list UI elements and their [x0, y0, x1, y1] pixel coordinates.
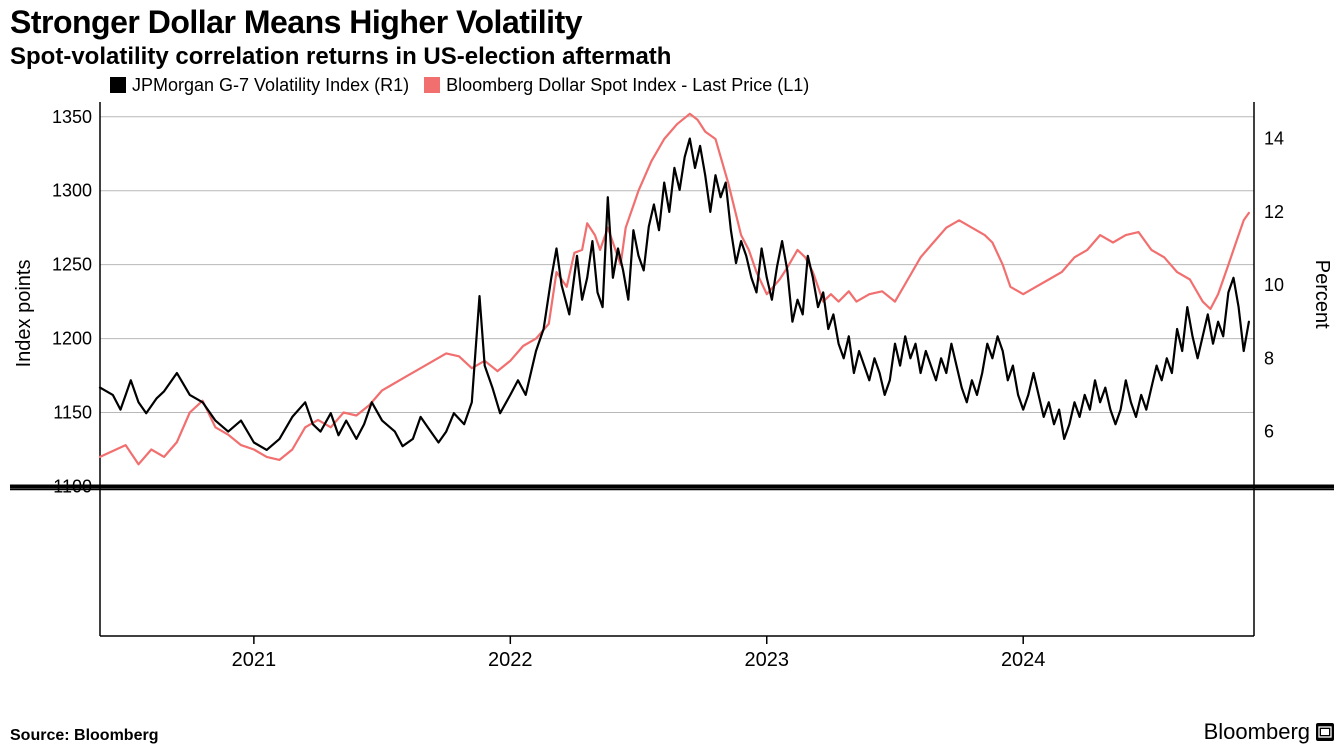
svg-text:2023: 2023	[745, 649, 790, 671]
svg-text:2021: 2021	[232, 649, 277, 671]
svg-text:2022: 2022	[488, 649, 533, 671]
legend-label-series2: Bloomberg Dollar Spot Index - Last Price…	[446, 75, 809, 95]
chart-plot-area: 1100115012001250130013506810121420212022…	[10, 96, 1334, 686]
svg-text:14: 14	[1264, 129, 1284, 149]
legend-swatch-series2	[424, 77, 440, 93]
footer: Source: Bloomberg Bloomberg	[10, 719, 1334, 745]
svg-text:1300: 1300	[52, 181, 92, 201]
svg-text:12: 12	[1264, 202, 1284, 222]
chart-subtitle: Spot-volatility correlation returns in U…	[10, 43, 1334, 71]
svg-text:1150: 1150	[53, 403, 92, 423]
chart-svg: 1100115012001250130013506810121420212022…	[10, 96, 1334, 686]
svg-text:Index points: Index points	[13, 260, 35, 368]
legend: JPMorgan G-7 Volatility Index (R1) Bloom…	[100, 75, 1334, 96]
legend-swatch-series1	[110, 77, 126, 93]
chart-container: Stronger Dollar Means Higher Volatility …	[0, 0, 1344, 749]
brand-icon	[1316, 723, 1334, 741]
source-text: Source: Bloomberg	[10, 727, 158, 745]
svg-text:1250: 1250	[52, 255, 92, 275]
legend-label-series1: JPMorgan G-7 Volatility Index (R1)	[132, 75, 409, 95]
brand-text: Bloomberg	[1204, 719, 1310, 745]
svg-text:10: 10	[1264, 275, 1284, 295]
svg-text:1350: 1350	[52, 107, 92, 127]
chart-title: Stronger Dollar Means Higher Volatility	[10, 4, 1334, 41]
svg-text:1200: 1200	[52, 329, 92, 349]
svg-text:6: 6	[1264, 422, 1274, 442]
svg-text:8: 8	[1264, 348, 1274, 368]
brand: Bloomberg	[1204, 719, 1334, 745]
svg-text:Percent: Percent	[1311, 260, 1333, 329]
svg-text:2024: 2024	[1001, 649, 1046, 671]
